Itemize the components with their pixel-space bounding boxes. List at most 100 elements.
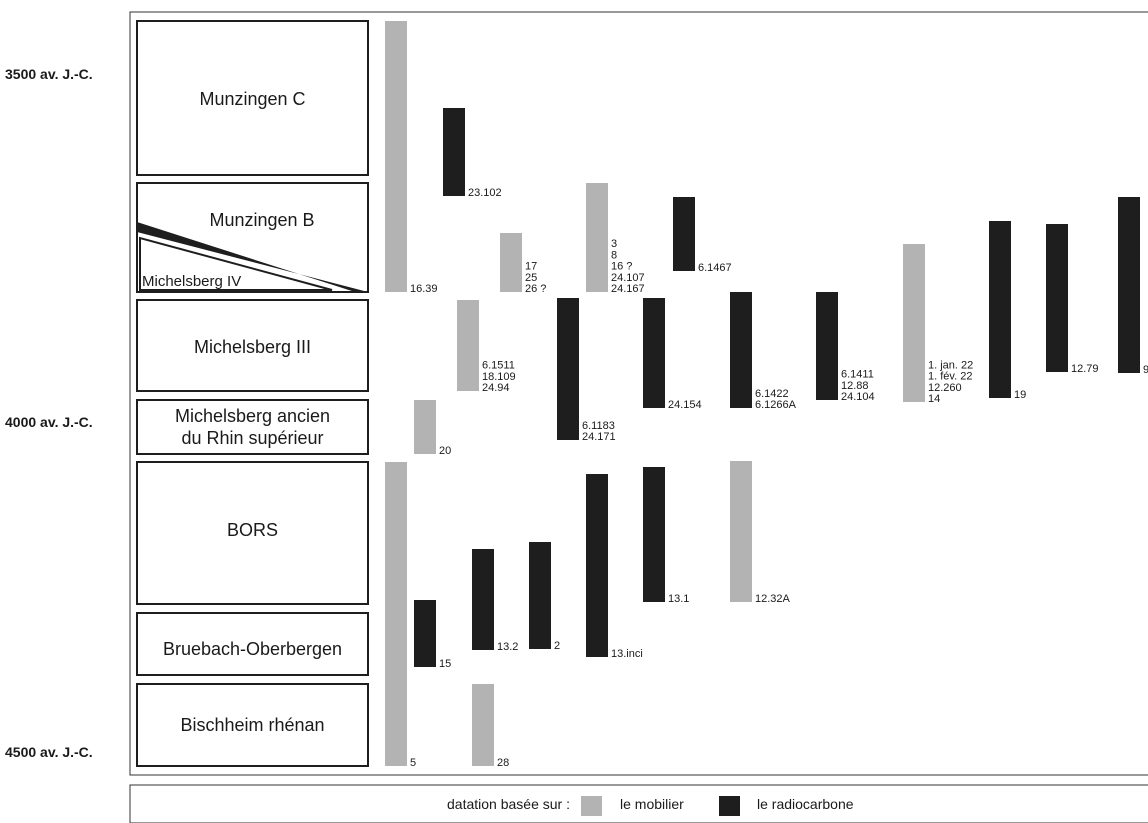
bar-rect [730, 292, 752, 408]
period-label: Michelsberg III [194, 337, 311, 357]
legend-frame [129, 784, 1148, 823]
bar-label: 23.102 [468, 187, 502, 199]
period-box-bors: BORS [136, 461, 369, 605]
period-box-bruebach-oberbergen: Bruebach-Oberbergen [136, 612, 369, 676]
bar-label: 6.1266A [755, 399, 797, 411]
bar-rect [586, 474, 608, 657]
dating-bar-radiocarbone: 2 [529, 542, 560, 652]
bar-rect [500, 233, 522, 292]
bar-label: 8 [611, 249, 617, 261]
bar-label: 24.94 [482, 382, 510, 394]
bar-rect [472, 684, 494, 766]
age-label-4000: 4000 av. J.-C. [5, 414, 93, 430]
bar-label: 24.104 [841, 391, 875, 403]
period-box-michelsberg-ancien: Michelsberg ancien du Rhin supérieur [136, 399, 369, 455]
period-label-michelsberg-iv: Michelsberg IV [142, 273, 241, 290]
age-label-4500: 4500 av. J.-C. [5, 744, 93, 760]
bar-label: 13.inci [611, 648, 643, 660]
bar-rect [586, 183, 608, 292]
bar-rect [472, 549, 494, 650]
bar-label: 19 [1014, 389, 1026, 401]
bar-label: 13.1 [668, 593, 689, 605]
dating-bar-radiocarbone: 13.2 [472, 549, 518, 653]
bar-label: 14 [928, 393, 940, 405]
bar-label: 1. jan. 22 [928, 359, 973, 371]
dating-bar-mobilier: 28 [472, 684, 509, 769]
bar-label: 6.1467 [698, 262, 732, 274]
legend-swatch-radiocarbone [719, 796, 740, 816]
bar-label: 9 [1143, 364, 1148, 376]
bar-label: 3 [611, 238, 617, 250]
age-label-3500: 3500 av. J.-C. [5, 66, 93, 82]
dating-bar-radiocarbone: 6.1467 [673, 197, 732, 274]
period-label: BORS [227, 520, 278, 540]
bar-label: 24.171 [582, 431, 616, 443]
legend-prefix: datation basée sur : [447, 796, 570, 812]
dating-bar-radiocarbone: 12.79 [1046, 224, 1099, 375]
period-box-munzingen-b: Munzingen B Michelsberg IV [136, 182, 369, 293]
legend-label-radiocarbone: le radiocarbone [757, 796, 854, 812]
bar-rect [1118, 197, 1140, 373]
period-label: Bruebach-Oberbergen [163, 639, 342, 659]
bar-label: 6.1183 [582, 420, 615, 432]
bar-rect [1046, 224, 1068, 372]
dating-bar-radiocarbone: 24.154 [643, 298, 702, 411]
bar-rect [529, 542, 551, 649]
bar-label: 26 ? [525, 283, 546, 295]
period-label: Munzingen B [209, 210, 314, 230]
dating-bar-radiocarbone: 13.1 [643, 467, 689, 605]
period-label: Munzingen C [199, 89, 305, 109]
dating-bar-radiocarbone: 9 [1118, 197, 1148, 376]
bar-label: 12.260 [928, 382, 962, 394]
michelsberg-iv-region [139, 236, 333, 291]
bar-label: 6.1511 [482, 360, 515, 372]
bar-label: 20 [439, 445, 451, 457]
legend-swatch-mobilier [581, 796, 602, 816]
bar-rect [730, 461, 752, 602]
bar-rect [643, 298, 665, 408]
dating-bar-mobilier: 16.39 [385, 21, 438, 295]
dating-bar-radiocarbone: 13.inci [586, 474, 643, 660]
bar-rect [457, 300, 479, 391]
bar-rect [385, 21, 407, 292]
bar-label: 16.39 [410, 283, 438, 295]
bar-label: 28 [497, 757, 509, 769]
dating-bar-radiocarbone: 15 [414, 600, 451, 670]
bar-label: 6.1422 [755, 388, 789, 400]
legend-label-mobilier: le mobilier [620, 796, 684, 812]
dating-bar-mobilier: 12.32A [730, 461, 791, 605]
bar-label: 6.1411 [841, 369, 874, 381]
legend: datation basée sur : le mobilier le radi… [129, 784, 1148, 823]
bar-label: 12.79 [1071, 363, 1099, 375]
bar-label: 18.109 [482, 371, 516, 383]
bar-rect [414, 400, 436, 454]
bar-rect [557, 298, 579, 440]
bar-label: 12.32A [755, 593, 791, 605]
period-label: Bischheim rhénan [180, 715, 324, 735]
period-box-bischheim-rhenan: Bischheim rhénan [136, 683, 369, 767]
bar-rect [903, 244, 925, 402]
period-label-line-1: Michelsberg ancien [175, 406, 330, 426]
bar-label: 24.107 [611, 272, 645, 284]
bar-label: 2 [554, 640, 560, 652]
bar-label: 24.154 [668, 399, 702, 411]
bar-rect [414, 600, 436, 667]
bar-label: 15 [439, 658, 451, 670]
bar-rect [443, 108, 465, 196]
bar-label: 13.2 [497, 641, 518, 653]
bar-label: 16 ? [611, 261, 632, 273]
bar-rect [816, 292, 838, 400]
period-box-michelsberg-iii: Michelsberg III [136, 299, 369, 392]
dating-bar-radiocarbone: 19 [989, 221, 1026, 401]
dating-bar-radiocarbone: 23.102 [443, 108, 502, 199]
bar-rect [643, 467, 665, 602]
bar-rect [673, 197, 695, 271]
